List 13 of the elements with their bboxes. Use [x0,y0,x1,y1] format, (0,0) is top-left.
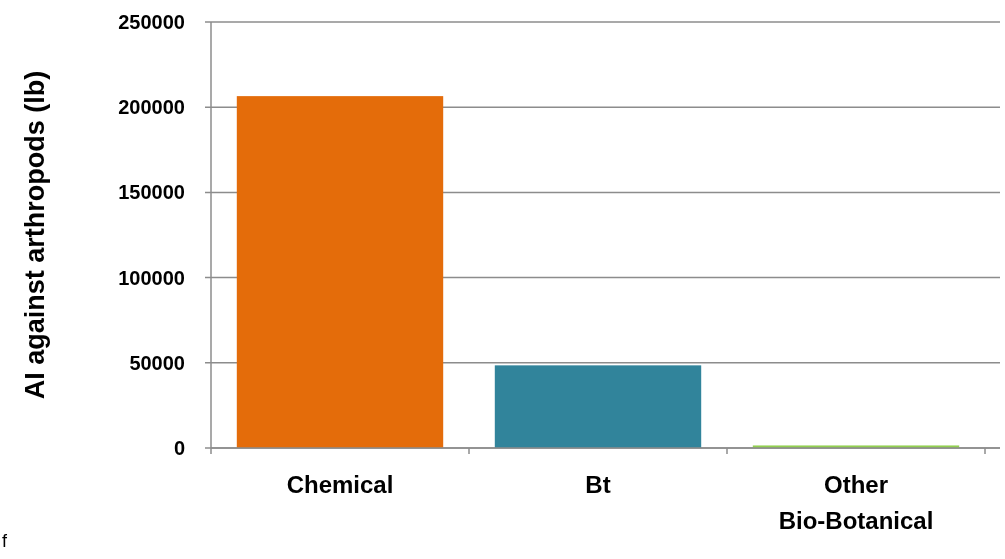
bar [236,96,444,448]
bar [494,365,702,448]
y-tick-label: 0 [173,437,185,459]
y-tick-label: 150000 [118,181,185,204]
y-tick-label: 50000 [129,351,185,374]
x-tick-label: Chemical [286,471,394,498]
y-tick-label: 200000 [118,96,185,119]
x-tick-label: Bt [585,471,611,498]
y-tick-label: 250000 [118,11,185,33]
y-axis-title: AI against arthropods (lb) [20,70,50,400]
y-tick-label: 100000 [118,266,185,289]
x-tick-label: Other Bio-Botanical [778,471,934,534]
text: f [2,531,8,551]
